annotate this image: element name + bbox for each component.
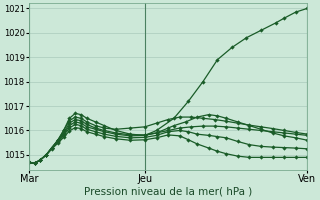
X-axis label: Pression niveau de la mer( hPa ): Pression niveau de la mer( hPa ) <box>84 187 252 197</box>
